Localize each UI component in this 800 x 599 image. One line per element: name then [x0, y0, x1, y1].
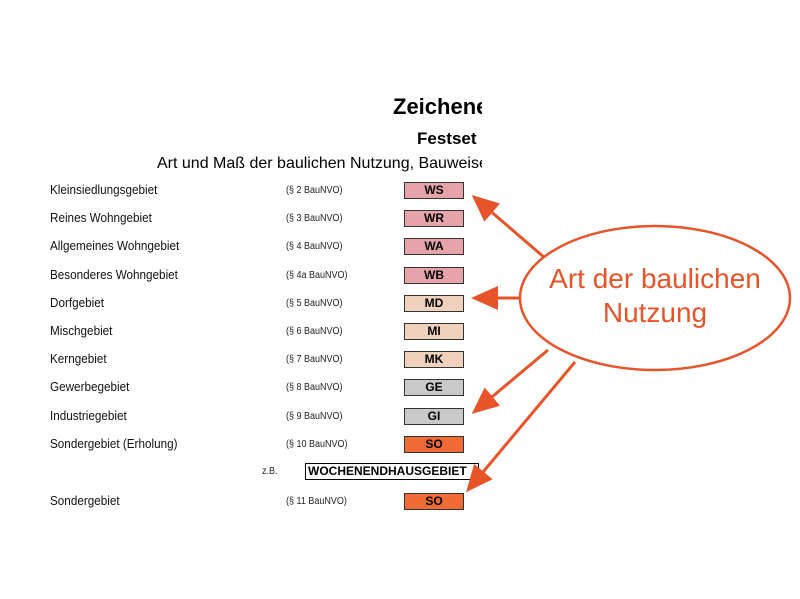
- callout-line: Art der baulichen: [549, 263, 761, 294]
- row-paragraph: (§ 7 BauNVO): [286, 354, 343, 366]
- caption: Art und Maß der baulichen Nutzung, Bauwe…: [157, 155, 482, 172]
- row-paragraph: (§ 8 BauNVO): [286, 382, 343, 394]
- row-code: WB: [404, 266, 464, 284]
- row-code: WR: [404, 210, 464, 228]
- row-paragraph: (§ 9 BauNVO): [286, 410, 343, 422]
- row-paragraph: (§ 6 BauNVO): [286, 326, 343, 337]
- example-prefix: z.B.: [262, 466, 278, 477]
- row-paragraph: (§ 3 BauNVO): [286, 213, 343, 225]
- title: Zeichene: [393, 94, 482, 119]
- row-paragraph: (§ 4 BauNVO): [286, 241, 343, 253]
- row-name: Kerngebiet: [50, 351, 107, 367]
- row-name: Mischgebiet: [50, 323, 113, 338]
- row-paragraph: (§ 2 BauNVO): [286, 185, 343, 196]
- row-name: Dorfgebiet: [50, 294, 104, 310]
- row-name: Sondergebiet (Erholung): [50, 435, 178, 451]
- row-name: Besonderes Wohngebiet: [50, 266, 178, 282]
- document: Zeichene Festset Art und Maß der baulich…: [50, 94, 482, 510]
- row-name: Allgemeines Wohngebiet: [50, 238, 180, 254]
- row-name: Industriegebiet: [50, 407, 127, 423]
- row-code: SO: [404, 493, 464, 510]
- row-name: Kleinsiedlungsgebiet: [50, 182, 158, 197]
- row-name: Sondergebiet: [50, 493, 120, 508]
- row-code: WS: [404, 182, 464, 199]
- row-code: MK: [404, 351, 464, 369]
- row-code: MI: [404, 323, 464, 340]
- row-code: GE: [404, 379, 464, 397]
- row-paragraph: (§ 4a BauNVO): [286, 269, 348, 281]
- row-paragraph: (§ 11 BauNVO): [286, 496, 347, 507]
- callout-line: Nutzung: [602, 297, 708, 328]
- row-name: Gewerbegebiet: [50, 379, 130, 395]
- row-code: GI: [404, 407, 464, 425]
- row-code: WA: [404, 238, 464, 256]
- row-code: MD: [404, 294, 464, 312]
- row-code: SO: [404, 435, 464, 453]
- callout: Art der baulichen Nutzung: [520, 262, 790, 330]
- subtitle: Festset: [417, 129, 477, 148]
- row-name: Reines Wohngebiet: [50, 210, 152, 226]
- row-paragraph: (§ 5 BauNVO): [286, 297, 343, 309]
- row-paragraph: (§ 10 BauNVO): [286, 438, 348, 450]
